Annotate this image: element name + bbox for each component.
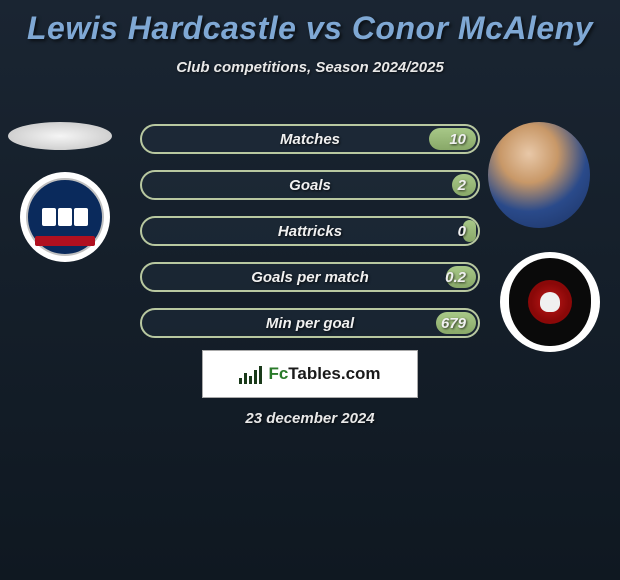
- stat-bar: Min per goal 679: [140, 308, 480, 338]
- stat-label: Goals per match: [251, 269, 369, 286]
- stat-value: 10: [449, 131, 466, 148]
- logo-text: FcTables.com: [268, 364, 380, 384]
- stat-value: 679: [441, 315, 466, 332]
- stats-container: Matches 10 Goals 2 Hattricks 0 Goals per match…: [140, 124, 480, 354]
- stat-label: Min per goal: [266, 315, 354, 332]
- stat-bar: Matches 10: [140, 124, 480, 154]
- subtitle: Club competitions, Season 2024/2025: [0, 59, 620, 76]
- fctables-logo[interactable]: FcTables.com: [202, 350, 418, 398]
- lion-icon: [528, 280, 572, 324]
- stat-bar: Hattricks 0: [140, 216, 480, 246]
- chart-icon: [239, 364, 262, 384]
- player2-avatar: [488, 122, 590, 228]
- player1-avatar: [8, 122, 112, 150]
- player1-club-badge: [20, 172, 110, 262]
- page-title: Lewis Hardcastle vs Conor McAleny: [0, 0, 620, 47]
- stat-value: 0.2: [445, 269, 466, 286]
- player2-club-badge: [500, 252, 600, 352]
- barrow-badge-icon: [26, 178, 104, 256]
- stat-label: Hattricks: [278, 223, 342, 240]
- stat-bar: Goals per match 0.2: [140, 262, 480, 292]
- stat-value: 2: [458, 177, 466, 194]
- salford-badge-icon: [509, 258, 591, 346]
- stat-label: Matches: [280, 131, 340, 148]
- stat-label: Goals: [289, 177, 331, 194]
- stat-bar: Goals 2: [140, 170, 480, 200]
- date-label: 23 december 2024: [0, 410, 620, 427]
- stat-value: 0: [458, 223, 466, 240]
